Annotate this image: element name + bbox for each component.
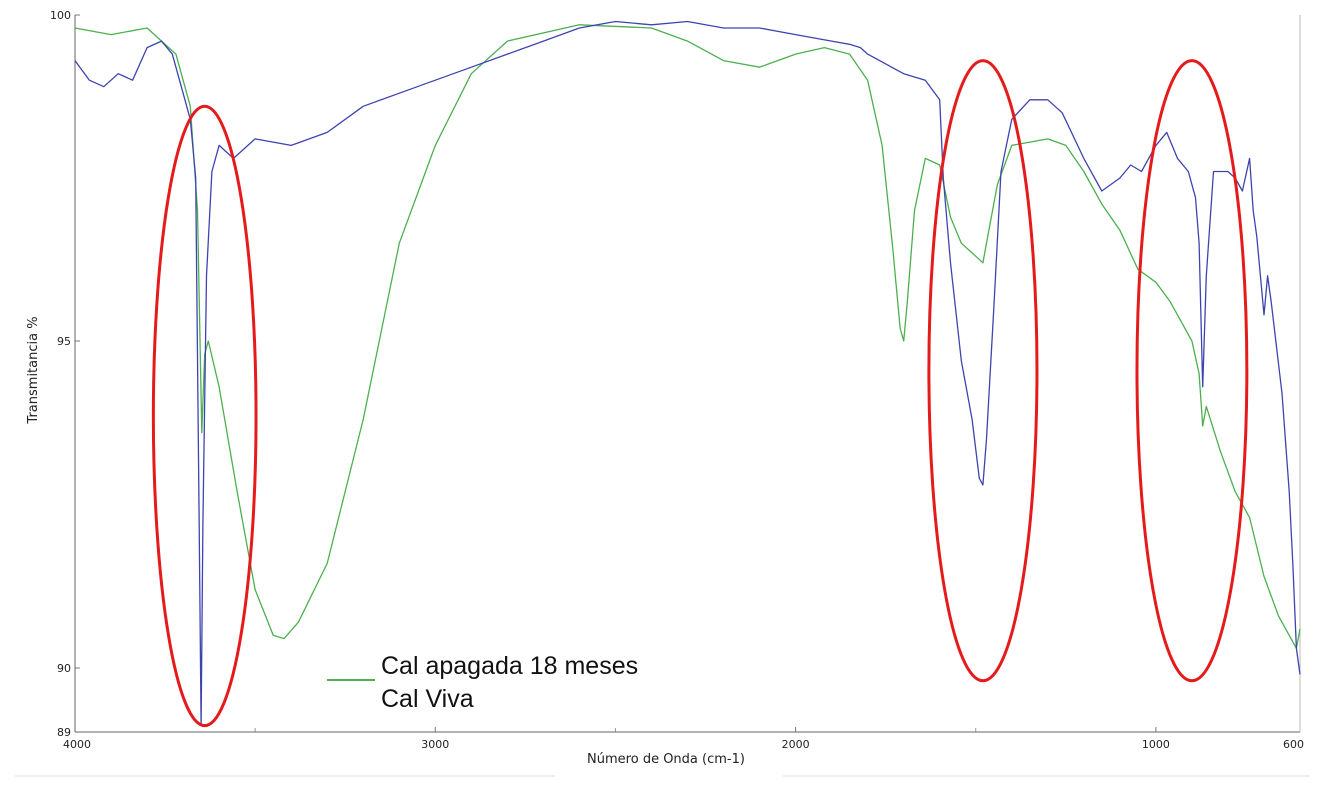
y-tick-label-2: 90 (57, 662, 71, 675)
x-tick-label-0: 4000 (63, 738, 91, 751)
y-tick-label-0: 100 (50, 9, 71, 22)
x-tick-label-3: 1000 (1142, 738, 1170, 751)
annotation-ellipse-0 (151, 104, 258, 728)
y-axis-label: Transmitancia % (26, 316, 41, 424)
legend-entry-0: Cal apagada 18 meses (381, 652, 638, 680)
annotation-layer (151, 59, 1249, 728)
x-axis-label: Número de Onda (cm-1) (587, 752, 745, 767)
y-ticks: 100 95 90 89 (50, 9, 71, 739)
series-line-0 (74, 24, 1301, 650)
x-tick-label-4: 600 (1283, 738, 1304, 751)
y-tick-label-3: 89 (57, 726, 71, 739)
y-tick-label-1: 95 (57, 335, 71, 348)
x-tick-label-1: 3000 (421, 738, 449, 751)
series-line-1 (74, 20, 1301, 727)
legend-entry-1: Cal Viva (381, 685, 474, 713)
series-layer (74, 20, 1301, 727)
plot-area (75, 15, 1300, 732)
x-tick-label-2: 2000 (782, 738, 810, 751)
annotation-ellipse-1 (927, 59, 1039, 683)
annotation-ellipse-2 (1135, 59, 1249, 683)
legend: Cal apagada 18 meses Cal Viva (327, 652, 638, 713)
x-ticks: 4000 3000 2000 1000 600 (63, 738, 1304, 751)
